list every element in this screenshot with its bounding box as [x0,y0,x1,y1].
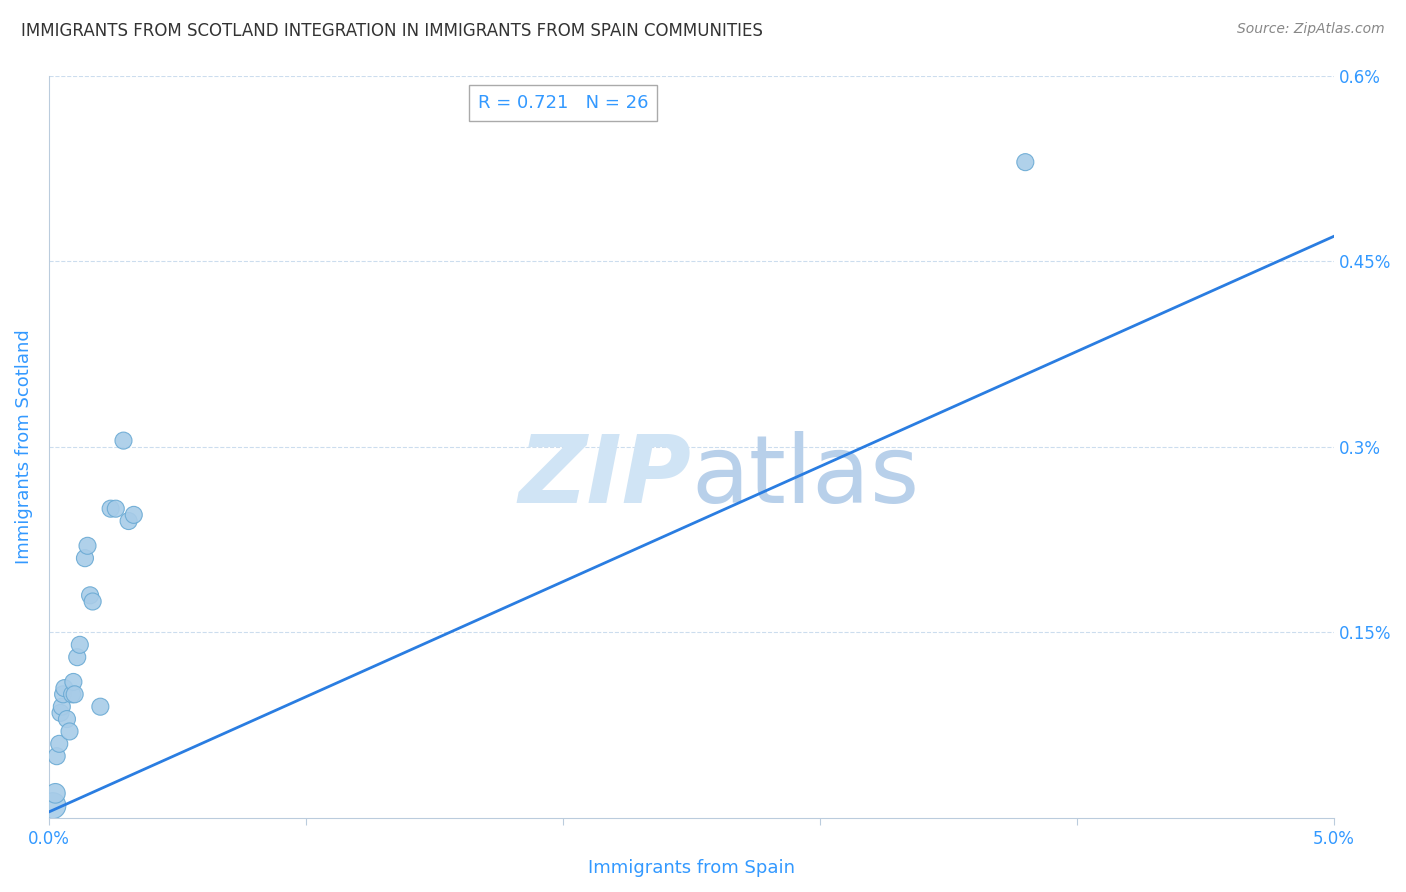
Point [89,699,111,714]
Point [73,551,96,566]
Point [60,687,83,701]
Point [58,724,80,739]
Point [44,786,66,800]
X-axis label: Immigrants from Spain: Immigrants from Spain [588,859,794,877]
Point [1014,155,1036,169]
Point [45,749,67,764]
Point [104,501,127,516]
Point [53,681,76,695]
Point [79,588,101,602]
Y-axis label: Immigrants from Scotland: Immigrants from Scotland [15,329,32,564]
Text: IMMIGRANTS FROM SCOTLAND INTEGRATION IN IMMIGRANTS FROM SPAIN COMMUNITIES: IMMIGRANTS FROM SCOTLAND INTEGRATION IN … [21,22,763,40]
Text: Source: ZipAtlas.com: Source: ZipAtlas.com [1237,22,1385,37]
Point [52,687,75,701]
Point [69,638,91,652]
Point [62,675,84,690]
Point [117,514,139,528]
Point [82,594,104,608]
Point [76,539,98,553]
Point [49,706,72,720]
Point [51,699,73,714]
Point [112,434,135,448]
Point [48,737,70,751]
Point [100,501,122,516]
Point [63,687,86,701]
Text: atlas: atlas [692,431,920,523]
Text: R = 0.721   N = 26: R = 0.721 N = 26 [478,94,648,112]
Point [56,712,79,726]
Point [42,798,65,813]
Point [66,650,89,665]
Point [122,508,145,522]
Text: ZIP: ZIP [519,431,692,523]
